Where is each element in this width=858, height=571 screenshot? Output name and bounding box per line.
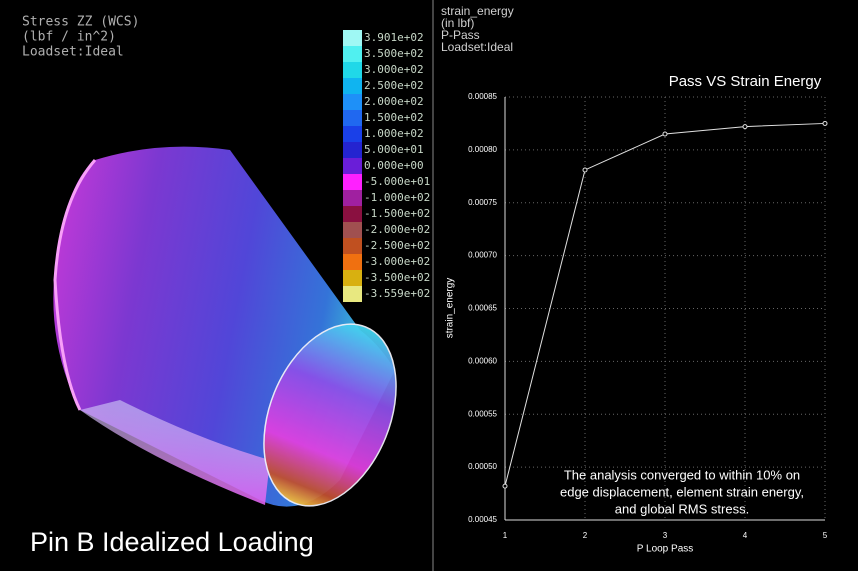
colorbar-label: -5.000e+01 bbox=[364, 175, 430, 188]
y-tick-label: 0.00065 bbox=[468, 304, 497, 313]
data-point bbox=[663, 132, 667, 136]
colorbar-label: 3.500e+02 bbox=[364, 47, 424, 60]
result-line: Stress ZZ (WCS) bbox=[22, 15, 139, 30]
result-line: Loadset:Ideal bbox=[22, 45, 124, 60]
y-tick-label: 0.00050 bbox=[468, 462, 497, 471]
colorbar-swatch bbox=[343, 238, 362, 254]
y-tick-label: 0.00075 bbox=[468, 198, 497, 207]
annotation: The analysis converged to within 10% on bbox=[564, 467, 800, 482]
x-tick-label: 4 bbox=[743, 531, 748, 540]
colorbar-label: -1.500e+02 bbox=[364, 207, 430, 220]
colorbar-label: -2.000e+02 bbox=[364, 223, 430, 236]
colorbar-swatch bbox=[343, 254, 362, 270]
colorbar-swatch bbox=[343, 46, 362, 62]
y-tick-label: 0.00085 bbox=[468, 92, 497, 101]
colorbar-label: -1.000e+02 bbox=[364, 191, 430, 204]
colorbar-swatch bbox=[343, 286, 362, 302]
chart-title: Pass VS Strain Energy bbox=[669, 73, 822, 90]
y-tick-label: 0.00055 bbox=[468, 409, 497, 418]
colorbar-label: 5.000e+01 bbox=[364, 143, 424, 156]
colorbar-swatch bbox=[343, 222, 362, 238]
colorbar-swatch bbox=[343, 174, 362, 190]
data-point bbox=[503, 484, 507, 488]
result-line: (lbf / in^2) bbox=[22, 30, 116, 45]
page: Stress ZZ (WCS) (lbf / in^2) Loadset:Ide… bbox=[0, 0, 858, 571]
colorbar-label: 1.000e+02 bbox=[364, 127, 424, 140]
screen: Stress ZZ (WCS) (lbf / in^2) Loadset:Ide… bbox=[0, 0, 858, 571]
colorbar-swatch bbox=[343, 126, 362, 142]
colorbar-label: 3.901e+02 bbox=[364, 31, 424, 44]
colorbar-label: 3.000e+02 bbox=[364, 63, 424, 76]
colorbar-swatch bbox=[343, 190, 362, 206]
colorbar-label: -3.500e+02 bbox=[364, 271, 430, 284]
colorbar-label: 2.000e+02 bbox=[364, 95, 424, 108]
colorbar-swatch bbox=[343, 206, 362, 222]
colorbar-swatch bbox=[343, 142, 362, 158]
x-tick-label: 5 bbox=[823, 531, 828, 540]
colorbar-swatch bbox=[343, 94, 362, 110]
annotation: edge displacement, element strain energy… bbox=[560, 484, 804, 499]
colorbar-swatch bbox=[343, 30, 362, 46]
x-tick-label: 2 bbox=[583, 531, 588, 540]
caption: Pin B Idealized Loading bbox=[30, 527, 314, 557]
x-tick-label: 1 bbox=[503, 531, 508, 540]
y-tick-label: 0.00060 bbox=[468, 356, 497, 365]
colorbar-swatch bbox=[343, 270, 362, 286]
y-tick-label: 0.00070 bbox=[468, 251, 497, 260]
annotation: and global RMS stress. bbox=[615, 501, 749, 516]
x-tick-label: 3 bbox=[663, 531, 668, 540]
colorbar-label: 1.500e+02 bbox=[364, 111, 424, 124]
x-axis-label: P Loop Pass bbox=[637, 544, 694, 555]
colorbar-label: 2.500e+02 bbox=[364, 79, 424, 92]
colorbar-label: 0.000e+00 bbox=[364, 159, 424, 172]
colorbar-label: -3.000e+02 bbox=[364, 255, 430, 268]
data-point bbox=[743, 125, 747, 129]
y-tick-label: 0.00080 bbox=[468, 145, 497, 154]
colorbar-swatch bbox=[343, 158, 362, 174]
header-line: Loadset:Ideal bbox=[441, 40, 513, 54]
y-axis-label: strain_energy bbox=[445, 278, 456, 339]
colorbar-label: -3.559e+02 bbox=[364, 287, 430, 300]
colorbar-swatch bbox=[343, 110, 362, 126]
y-tick-label: 0.00045 bbox=[468, 515, 497, 524]
data-point bbox=[823, 121, 827, 125]
colorbar-swatch bbox=[343, 62, 362, 78]
colorbar-swatch bbox=[343, 78, 362, 94]
data-point bbox=[583, 168, 587, 172]
colorbar-label: -2.500e+02 bbox=[364, 239, 430, 252]
